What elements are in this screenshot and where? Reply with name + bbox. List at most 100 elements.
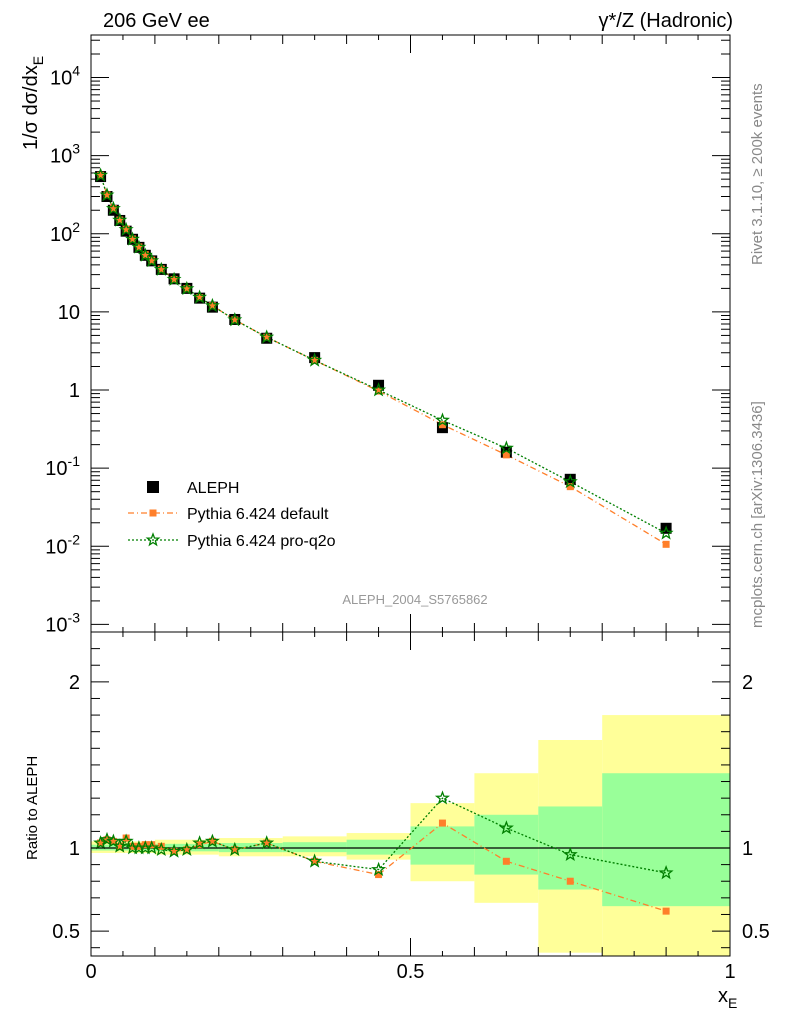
pythia-proq2o-point: [227, 312, 243, 327]
pythia-default-point: [438, 421, 446, 429]
pythia-proq2o-point: [498, 820, 514, 835]
pythia-proq2o-point: [131, 239, 147, 254]
pythia-proq2o-point: [137, 247, 153, 262]
pythia-proq2o-point: [144, 253, 160, 268]
x-axis-label: xE: [718, 985, 737, 1011]
pythia-default-point: [148, 256, 156, 264]
pythia-default-point: [231, 316, 239, 324]
pythia-default-point: [103, 191, 111, 199]
pythia-default-point: [109, 205, 117, 213]
legend-label: ALEPH: [187, 480, 239, 497]
pythia-proq2o-point: [204, 833, 220, 848]
inner-uncertainty-band: [346, 839, 411, 855]
pythia-default-point: [311, 356, 319, 364]
pythia-proq2o-point: [307, 352, 323, 367]
y-tick-label: 102: [50, 219, 80, 246]
pythia-proq2o-point: [99, 187, 115, 202]
pythia-proq2o-point: [153, 841, 169, 856]
x-tick-label: 1: [724, 961, 735, 983]
pythia-proq2o-point: [166, 843, 182, 858]
main-ticks: [90, 35, 731, 632]
pythia-default-point: [116, 216, 124, 224]
pythia-default-point: [109, 837, 117, 845]
pythia-proq2o-point: [118, 833, 134, 848]
header-left-label: 206 GeV ee: [103, 10, 210, 32]
pythia-proq2o-line: [99, 175, 667, 534]
x-tick-label: 0: [85, 961, 96, 983]
inner-uncertainty-band: [602, 773, 730, 907]
pythia-default-point: [208, 302, 216, 310]
pythia-default-point: [502, 451, 510, 459]
pythia-default-point: [122, 225, 130, 233]
y-tick-label: 10-2: [45, 531, 80, 558]
pythia-default-point: [157, 842, 165, 850]
main-series-lines: [99, 175, 667, 545]
pythia-proq2o-point: [434, 790, 451, 805]
pythia-default-point: [97, 839, 105, 847]
pythia-default-point: [129, 235, 137, 243]
mcplots-label: mcplots.cern.ch [arXiv:1306.3436]: [749, 401, 766, 628]
pythia-default-point: [170, 847, 178, 855]
pythia-proq2o-point: [144, 840, 160, 855]
ratio-frame: [90, 631, 731, 957]
x-tick-label: 0.5: [397, 961, 425, 983]
ratio-data-points: [93, 790, 674, 915]
pythia-proq2o-point: [93, 167, 109, 182]
y-tick-label: 1: [69, 380, 80, 402]
pythia-default-point: [141, 841, 149, 849]
pythia-proq2o-point: [370, 861, 387, 877]
pythia-default-point: [662, 540, 670, 548]
main-panel: ALEPH_2004_S5765862 ALEPH Pythia 6.424 de…: [20, 34, 731, 637]
pythia-default-point: [263, 839, 271, 847]
pythia-default-point: [566, 877, 574, 885]
pythia-proq2o-point: [179, 280, 195, 296]
pythia-proq2o-point: [99, 831, 115, 846]
pythia-default-point: [662, 907, 670, 915]
pythia-proq2o-point: [145, 532, 161, 547]
pythia-default-point: [183, 846, 191, 854]
legend-label: Pythia 6.424 pro-q2o: [187, 533, 336, 550]
rivet-label: Rivet 3.1.10, ≥ 200k events: [749, 83, 766, 265]
ratio-y-tick-label: 1: [69, 838, 80, 860]
pythia-default-line: [99, 175, 667, 545]
ratio-panel: 0.5 0.51 12 20 0.5 1 Ratio to ALEPH xE: [24, 631, 770, 1011]
y-tick-label: 10-3: [45, 609, 80, 636]
pythia-default-point: [116, 842, 124, 850]
pythia-default-point: [183, 285, 191, 293]
ratio-tick-labels: 0.5 0.51 12 20 0.5 1: [52, 672, 770, 983]
x-axis-label: xE: [718, 985, 737, 1011]
pythia-default-point: [170, 275, 178, 283]
aleph-point: [564, 473, 576, 485]
pythia-proq2o-point: [259, 835, 275, 850]
pythia-default-point: [208, 837, 216, 845]
pythia-proq2o-point: [259, 329, 275, 344]
y-tick-label: 10: [58, 302, 80, 324]
main-data-points: [93, 167, 674, 548]
main-y-tick-labels: 10-3 10-2 10-1 1 10 102 103 104: [45, 63, 80, 637]
pythia-proq2o-point: [105, 200, 121, 216]
pythia-default-point: [157, 265, 165, 273]
pythia-proq2o-point: [125, 231, 140, 246]
pythia-default-point: [141, 251, 149, 259]
ratio-uncertainty-bands: [91, 715, 730, 956]
pythia-proq2o-point: [153, 261, 169, 276]
y-axis-label: 1/σ dσ/dxE: [20, 56, 46, 150]
pythia-default-point: [502, 857, 510, 865]
pythia-default-point: [311, 857, 319, 865]
ratio-y-tick-label-right: 0.5: [742, 921, 770, 943]
legend-marker: [147, 481, 159, 493]
pythia-proq2o-point: [370, 382, 387, 397]
pythia-default-point: [149, 509, 157, 517]
pythia-proq2o-point: [112, 212, 128, 227]
pythia-proq2o-point: [227, 841, 243, 856]
pythia-proq2o-point: [118, 221, 134, 237]
pythia-default-point: [566, 483, 574, 491]
pythia-proq2o-point: [179, 841, 195, 857]
y-tick-label: 103: [50, 141, 80, 168]
pythia-default-point: [231, 846, 239, 854]
pythia-proq2o-point: [562, 846, 578, 862]
pythia-proq2o-point: [658, 525, 674, 540]
pythia-proq2o-point: [434, 412, 450, 427]
pythia-proq2o-point: [562, 473, 578, 489]
